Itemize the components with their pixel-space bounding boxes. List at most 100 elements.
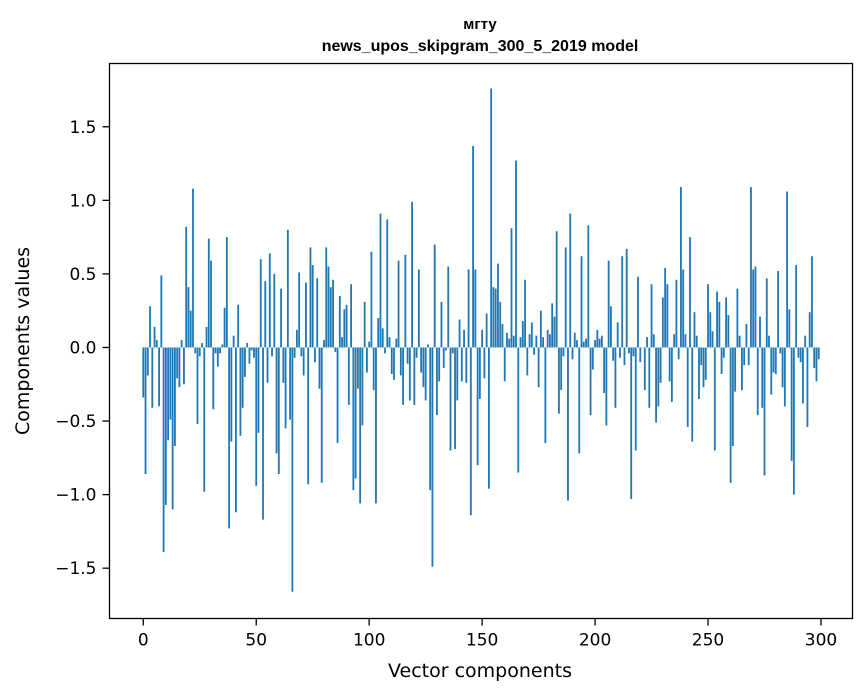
bar-173 [533, 347, 535, 355]
bar-218 [634, 347, 637, 451]
bar-127 [429, 347, 432, 491]
bar-69 [298, 272, 301, 348]
bar-140 [458, 319, 461, 348]
bar-271 [754, 266, 757, 348]
plot-frame [108, 62, 854, 620]
bar-88 [341, 337, 343, 348]
bar-117 [406, 347, 409, 364]
bar-133 [442, 347, 445, 369]
bar-247 [700, 347, 703, 366]
bar-190 [571, 347, 574, 360]
bar-29 [207, 238, 210, 348]
bar-75 [311, 265, 314, 348]
bar-91 [347, 347, 350, 405]
bar-13 [171, 347, 174, 510]
bar-263 [736, 288, 739, 348]
y-tick-label-4: 0.5 [69, 265, 96, 285]
bar-50 [255, 347, 258, 486]
bar-252 [711, 331, 714, 348]
bar-226 [652, 334, 655, 348]
bar-291 [799, 347, 802, 363]
bar-12 [169, 347, 172, 420]
bar-175 [537, 347, 540, 388]
bar-166 [517, 347, 520, 473]
bar-162 [508, 338, 511, 348]
bar-24 [196, 347, 199, 424]
bar-99 [366, 347, 368, 373]
bar-120 [413, 347, 416, 405]
bar-74 [309, 247, 312, 348]
bar-66 [291, 347, 294, 592]
bar-237 [677, 347, 680, 360]
y-tick-label-0: −1.5 [55, 559, 96, 579]
bar-138 [454, 347, 456, 449]
bar-23 [194, 347, 197, 354]
bar-223 [646, 337, 648, 348]
bar-258 [725, 297, 728, 348]
x-tick-label-6: 300 [805, 631, 837, 651]
bar-3 [149, 306, 151, 348]
bar-104 [377, 318, 380, 348]
bar-33 [216, 347, 219, 367]
bar-series [142, 88, 820, 592]
bar-55 [266, 347, 269, 383]
bar-114 [399, 347, 402, 376]
bar-169 [524, 279, 526, 348]
bar-10 [164, 347, 167, 505]
bar-294 [806, 347, 809, 427]
bar-225 [650, 284, 653, 348]
bar-257 [722, 347, 725, 358]
bar-184 [558, 347, 560, 414]
bar-100 [368, 341, 371, 348]
bar-93 [352, 347, 355, 491]
bar-204 [603, 347, 606, 394]
bar-94 [354, 347, 357, 479]
bar-0 [142, 347, 145, 398]
bar-108 [386, 219, 389, 348]
bar-58 [273, 273, 276, 348]
bar-213 [623, 347, 626, 366]
bar-160 [503, 347, 506, 382]
bar-277 [768, 335, 770, 348]
bar-124 [422, 347, 425, 388]
bar-95 [356, 347, 359, 389]
bar-128 [431, 347, 434, 567]
bar-144 [467, 269, 470, 348]
bar-65 [289, 347, 292, 420]
bar-241 [686, 347, 689, 427]
bar-209 [614, 347, 617, 408]
bar-292 [802, 347, 804, 404]
bar-172 [530, 322, 533, 348]
y-axis-label: Components values [12, 247, 34, 435]
bar-82 [327, 266, 330, 348]
bar-296 [811, 256, 813, 348]
bar-131 [438, 347, 441, 382]
bar-196 [585, 338, 587, 348]
bar-15 [176, 347, 179, 379]
bar-121 [415, 347, 418, 358]
bar-113 [397, 260, 400, 348]
bar-229 [659, 347, 662, 383]
bar-164 [512, 335, 515, 348]
bar-145 [469, 347, 472, 516]
bar-47 [248, 347, 251, 364]
bar-219 [637, 276, 639, 348]
bar-270 [752, 269, 755, 348]
bar-96 [359, 347, 362, 504]
bar-11 [167, 347, 170, 441]
bar-40 [232, 335, 235, 348]
bar-232 [666, 284, 669, 348]
bar-132 [440, 301, 443, 348]
bar-136 [449, 347, 452, 451]
bar-266 [743, 347, 746, 366]
bar-230 [661, 297, 664, 348]
bar-149 [478, 347, 481, 399]
bar-222 [643, 347, 646, 391]
bar-211 [619, 347, 621, 358]
bar-98 [363, 301, 366, 348]
bar-217 [632, 347, 635, 357]
bar-161 [506, 332, 508, 348]
bar-21 [189, 310, 192, 348]
bar-176 [539, 310, 542, 348]
